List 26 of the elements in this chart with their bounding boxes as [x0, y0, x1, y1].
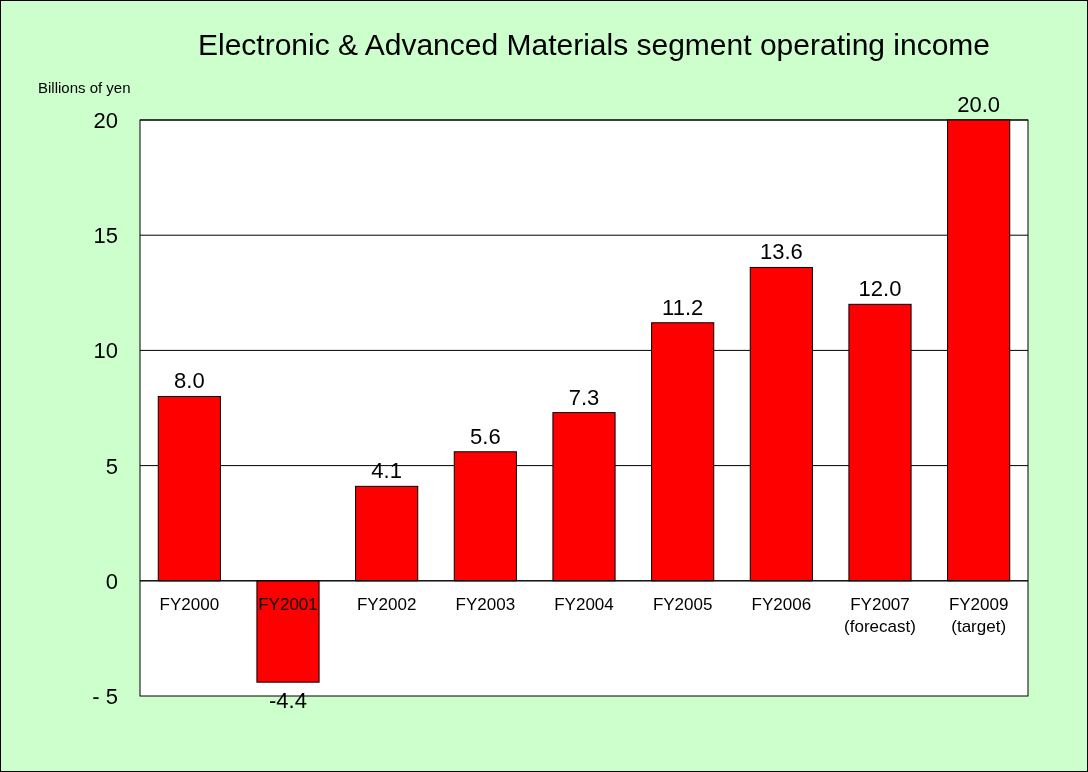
x-tick-label: FY2003 [455, 594, 516, 614]
x-tick-label: FY2007 (forecast) [844, 594, 916, 636]
data-label: 20.0 [957, 92, 1001, 117]
data-label: 7.3 [568, 384, 600, 410]
chart-title: Electronic & Advanced Materials segment operating income [197, 28, 991, 61]
data-label: 13.6 [759, 239, 803, 265]
x-tick-label: FY2002 [356, 594, 417, 614]
y-tick-label: - 5 [92, 684, 118, 709]
data-label: 11.2 [662, 294, 704, 320]
y-tick-label: 10 [93, 338, 118, 364]
x-tick-label: FY2004 [554, 594, 614, 614]
x-tick-label: FY2009 (target) [948, 594, 1009, 636]
data-label: 8.0 [174, 368, 205, 394]
y-axis-title: Billions of yen [38, 79, 131, 96]
y-tick-label: 15 [93, 223, 118, 249]
data-label: 4.1 [371, 458, 402, 484]
y-tick-label: 0 [105, 568, 118, 594]
data-label: 12.0 [858, 276, 902, 302]
y-tick-label: 5 [105, 453, 118, 479]
x-tick-label: FY2005 [652, 594, 713, 614]
y-tick-label: 20 [93, 108, 118, 133]
x-tick-label: FY2001 [258, 594, 318, 614]
x-tick-label: FY2000 [159, 594, 220, 614]
data-label: -4.4 [269, 688, 307, 714]
data-label: 5.6 [470, 423, 501, 449]
x-tick-label: FY2006 [751, 594, 812, 614]
